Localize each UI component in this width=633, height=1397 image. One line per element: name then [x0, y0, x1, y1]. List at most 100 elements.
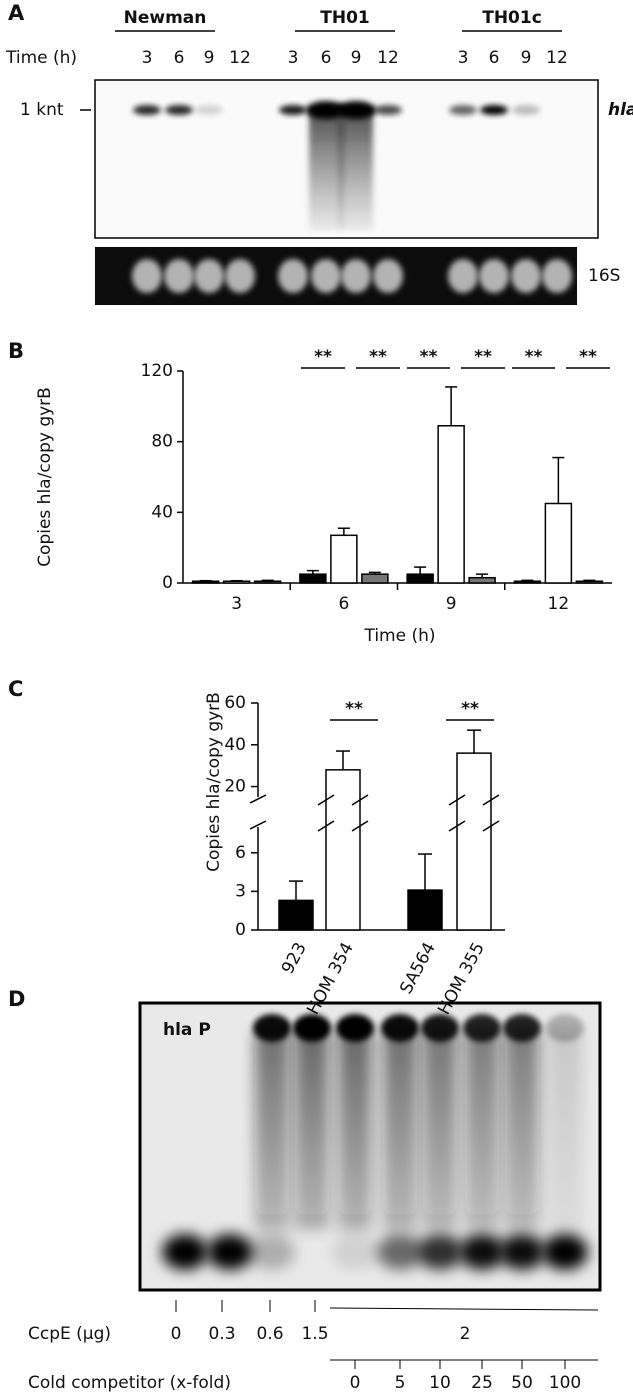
complex-band [381, 1014, 419, 1042]
rrna-band [132, 259, 162, 293]
time-value: 3 [458, 48, 469, 68]
panel-label: C [8, 677, 23, 701]
x-axis-label: Time (h) [363, 626, 435, 646]
smear [339, 110, 373, 230]
complex-smear [338, 1030, 372, 1230]
lane-span [329, 1307, 599, 1311]
x-tick-label: SA564 [396, 939, 440, 997]
bar [468, 576, 496, 584]
band [336, 101, 376, 119]
band [133, 105, 161, 115]
bar-break [351, 820, 369, 832]
ccpe-amount: 0 [171, 1324, 182, 1344]
significance: ** [345, 699, 363, 719]
y-tick-label: 80 [151, 432, 173, 452]
y-tick-label: 3 [235, 881, 246, 901]
time-value: 3 [142, 48, 153, 68]
band [374, 105, 402, 115]
bar [544, 502, 573, 584]
significance: ** [369, 347, 387, 367]
bar [278, 899, 314, 931]
complex-band [546, 1014, 584, 1042]
x-tick-label: 6 [338, 594, 349, 614]
x-tick-label: 12 [548, 594, 570, 614]
bar-break [448, 820, 466, 832]
bar-break [448, 794, 466, 806]
complex-band [253, 1014, 291, 1042]
size-marker: 1 knt [20, 100, 64, 120]
time-value: 6 [489, 48, 500, 68]
strain-label: TH01 [320, 8, 369, 28]
free-probe [459, 1234, 505, 1270]
time-value: 9 [204, 48, 215, 68]
bar-break [317, 820, 335, 832]
bar [575, 580, 604, 584]
band [449, 105, 477, 115]
band [165, 105, 193, 115]
rrna-band [164, 259, 194, 293]
significance: ** [579, 347, 597, 367]
row-label: CcpE (µg) [28, 1324, 111, 1344]
x-tick-label: 3 [231, 594, 242, 614]
complex-smear [465, 1030, 499, 1230]
time-label: Time (h) [5, 48, 77, 68]
y-tick-label: 40 [224, 735, 246, 755]
loading-control-label: 16S [588, 266, 620, 286]
time-value: 3 [288, 48, 299, 68]
time-value: 9 [351, 48, 362, 68]
complex-band [503, 1014, 541, 1042]
emsa-bands [162, 1014, 588, 1270]
complex-band [463, 1014, 501, 1042]
axis-break [249, 794, 267, 804]
row-label: Cold competitor (x-fold) [28, 1373, 231, 1393]
bar [513, 580, 542, 584]
free-probe [499, 1234, 545, 1270]
band [195, 105, 223, 115]
free-probe [207, 1234, 253, 1270]
complex-smear [383, 1030, 417, 1230]
time-value: 9 [521, 48, 532, 68]
rrna-band [341, 259, 371, 293]
free-probe [417, 1234, 463, 1270]
time-value: 12 [546, 48, 568, 68]
bar [222, 580, 251, 584]
competitor-amount: 5 [395, 1373, 406, 1393]
rrna-band [194, 259, 224, 293]
bar [299, 573, 327, 584]
strain-label: Newman [124, 8, 207, 28]
complex-smear [255, 1030, 289, 1230]
x-tick-label: 9 [446, 594, 457, 614]
y-axis-label: Copies hla/copy gyrB [35, 387, 55, 567]
complex-band [336, 1014, 374, 1042]
bar [407, 889, 443, 931]
free-probe [162, 1234, 208, 1270]
time-value: 12 [229, 48, 251, 68]
bar [456, 752, 492, 931]
ccpe-amount: 0.6 [256, 1324, 283, 1344]
time-value: 6 [174, 48, 185, 68]
bar-break [351, 794, 369, 806]
bar [191, 580, 220, 584]
smear [309, 110, 343, 230]
bar-break [482, 820, 500, 832]
complex-smear [548, 1030, 582, 1230]
ccpe-amount: 1.5 [301, 1324, 328, 1344]
bar [406, 573, 434, 584]
y-tick-label: 60 [224, 693, 246, 713]
complex-band [421, 1014, 459, 1042]
significance: ** [525, 347, 543, 367]
significance: ** [420, 347, 438, 367]
free-probe [249, 1234, 295, 1270]
x-tick-label: 923 [278, 939, 311, 977]
probe-label: hla P [163, 1020, 211, 1040]
axis-break [249, 820, 267, 830]
rrna-band [278, 259, 308, 293]
significance: ** [474, 347, 492, 367]
y-tick-label: 0 [162, 573, 173, 593]
free-probe [332, 1234, 378, 1270]
rrna-band [225, 259, 255, 293]
y-tick-label: 20 [224, 777, 246, 797]
band [512, 105, 540, 115]
competitor-amount: 25 [471, 1373, 493, 1393]
